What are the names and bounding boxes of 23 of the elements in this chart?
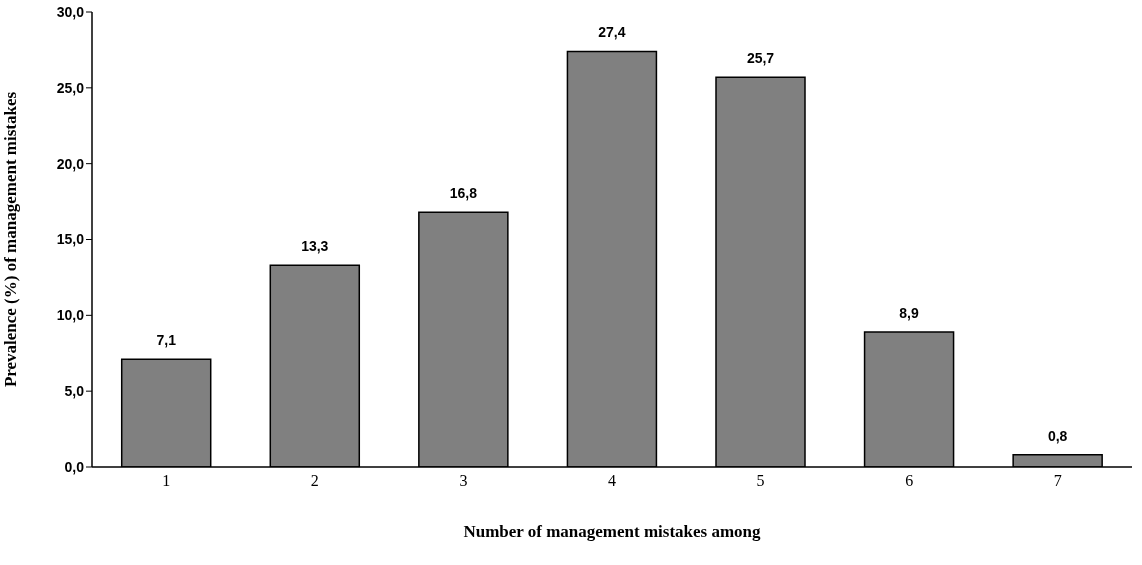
y-tick-label: 15,0: [56, 231, 85, 248]
x-tick-label: 7: [1053, 472, 1062, 490]
x-tick-label: 3: [459, 472, 468, 490]
y-tick-label: 5,0: [64, 383, 85, 400]
x-tick-label: 1: [162, 472, 171, 490]
data-label: 25,7: [746, 50, 775, 67]
data-label: 0,8: [1047, 427, 1068, 444]
y-tick-label: 10,0: [56, 307, 85, 324]
data-label: 13,3: [301, 238, 329, 255]
y-tick-label: 25,0: [56, 79, 85, 96]
y-tick-label: 30,0: [56, 3, 85, 20]
data-label: 7,1: [156, 332, 177, 349]
x-tick-label: 4: [608, 472, 616, 490]
x-tick-label: 2: [310, 472, 319, 490]
y-tick-label: 20,0: [56, 155, 85, 172]
x-tick-label: 5: [756, 472, 765, 490]
x-axis-title: Number of management mistakes among: [463, 522, 762, 541]
data-label: 8,9: [899, 305, 920, 322]
x-tick-label: 6: [905, 472, 914, 490]
y-tick-label: 0,0: [64, 458, 85, 475]
y-axis-title: Prevalence (%) of management mistakes: [1, 91, 21, 388]
data-label: 16,8: [449, 185, 478, 202]
data-label: 27,4: [598, 24, 626, 41]
